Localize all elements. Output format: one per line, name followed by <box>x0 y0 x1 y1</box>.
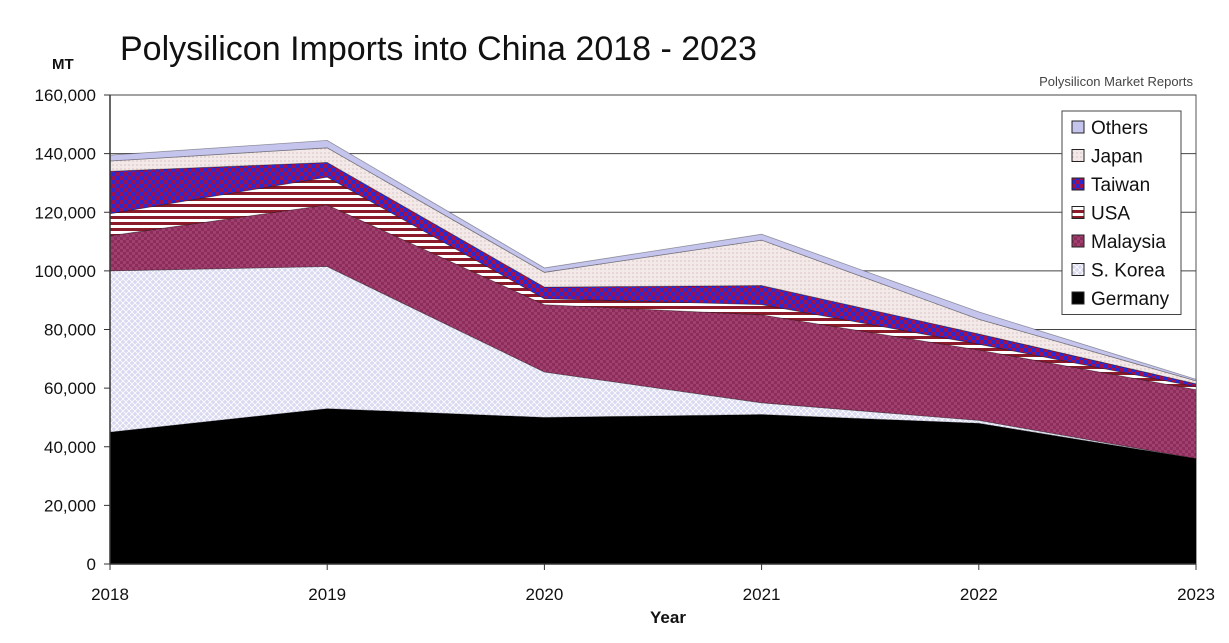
stacked-areas <box>109 139 1197 565</box>
legend-label-malaysia: Malaysia <box>1091 232 1166 253</box>
source-label: Polysilicon Market Reports <box>1039 74 1193 89</box>
y-tick-labels: 0 20,000 40,000 60,000 80,000 100,000 120,000 1… <box>35 86 110 574</box>
legend: Others Japan Taiwan USA Malaysia S. Korea Germ… <box>1061 110 1182 315</box>
y-tick-label: 80,000 <box>44 321 96 340</box>
chart-title: Polysilicon Imports into China 2018 - 20… <box>120 30 757 68</box>
y-tick-label: 0 <box>87 555 96 574</box>
x-tick-labels: 2018 2019 2020 2021 2022 2023 <box>91 564 1215 604</box>
legend-swatch-malaysia <box>1071 234 1085 248</box>
y-tick-label: 60,000 <box>44 379 96 398</box>
y-tick-label: 100,000 <box>35 262 96 281</box>
legend-label-taiwan: Taiwan <box>1091 175 1150 196</box>
x-tick-label: 2021 <box>743 585 781 604</box>
y-tick-label: 140,000 <box>35 145 96 164</box>
x-tick-label: 2019 <box>308 585 346 604</box>
x-tick-label: 2023 <box>1177 585 1215 604</box>
x-axis-title: Year <box>650 608 686 627</box>
legend-label-germany: Germany <box>1091 289 1170 310</box>
y-tick-label: 20,000 <box>44 496 96 515</box>
legend-swatch-s-korea <box>1071 263 1085 276</box>
legend-label-usa: USA <box>1091 204 1130 225</box>
x-tick-label: 2018 <box>91 585 129 604</box>
legend-label-others: Others <box>1091 118 1148 139</box>
y-tick-label: 160,000 <box>35 86 96 105</box>
x-tick-label: 2022 <box>960 585 998 604</box>
y-tick-label: 120,000 <box>35 203 96 222</box>
y-tick-label: 40,000 <box>44 438 96 457</box>
legend-swatch-germany <box>1071 291 1085 305</box>
y-axis-unit-label: MT <box>52 56 74 73</box>
legend-swatch-usa <box>1071 206 1085 219</box>
legend-label-japan: Japan <box>1091 147 1143 168</box>
legend-label-s-korea: S. Korea <box>1091 261 1165 282</box>
legend-swatch-japan <box>1071 149 1085 162</box>
area-others <box>109 139 1197 382</box>
legend-swatch-others <box>1071 120 1085 134</box>
legend-swatch-taiwan <box>1071 177 1085 191</box>
x-tick-label: 2020 <box>525 585 563 604</box>
